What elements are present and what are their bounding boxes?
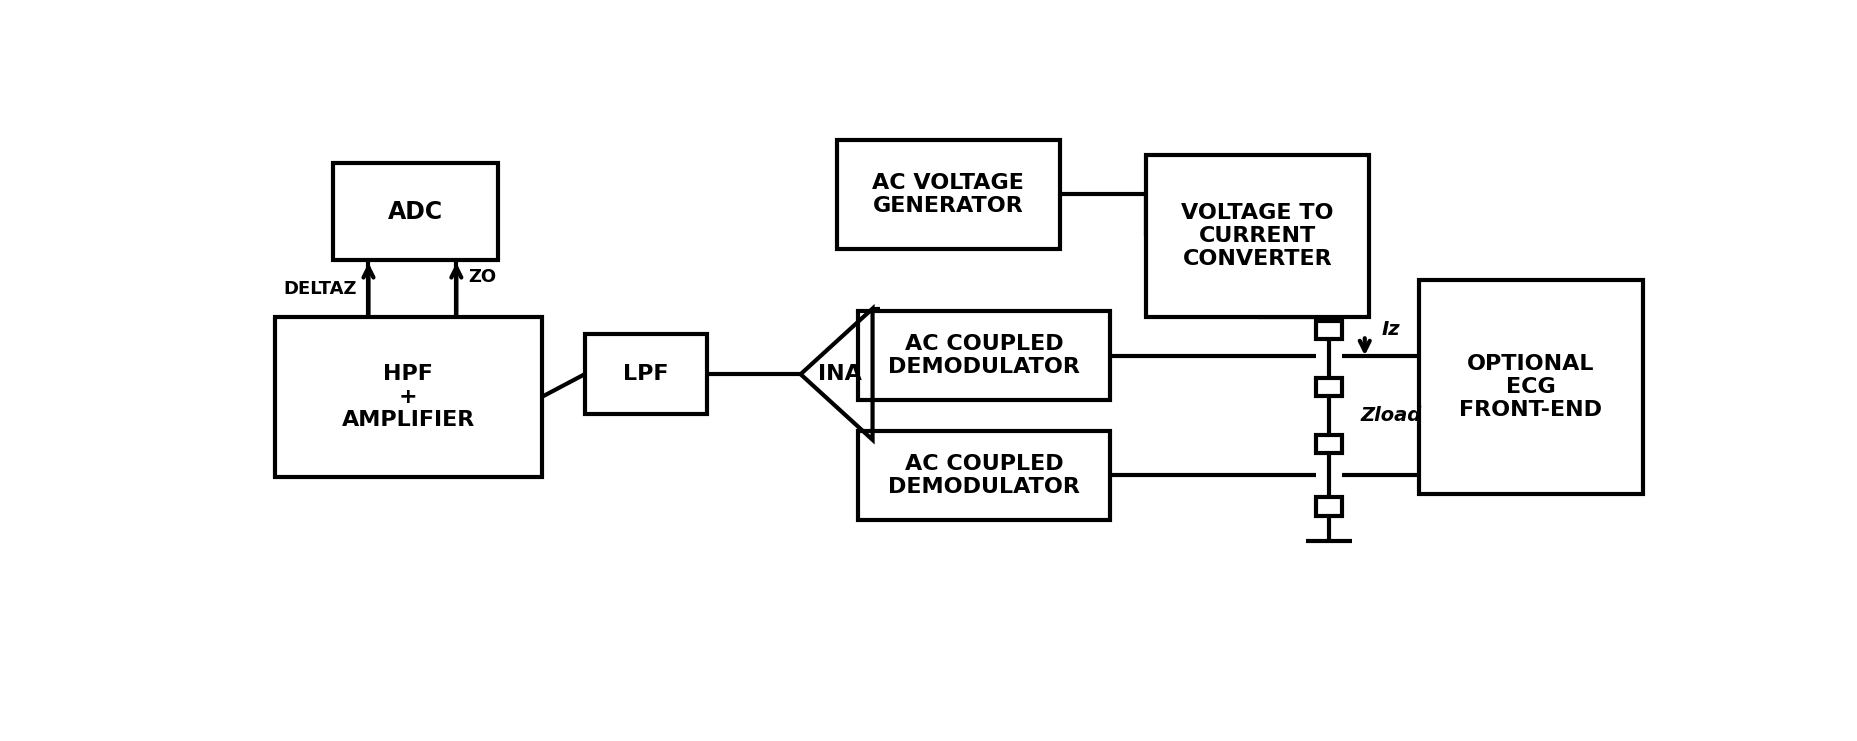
FancyBboxPatch shape	[1146, 155, 1369, 317]
Text: INA: INA	[819, 365, 862, 384]
FancyBboxPatch shape	[1317, 435, 1343, 453]
FancyBboxPatch shape	[836, 140, 1060, 249]
Text: AC VOLTAGE
GENERATOR: AC VOLTAGE GENERATOR	[873, 173, 1023, 216]
Text: Zload: Zload	[1361, 406, 1422, 425]
FancyBboxPatch shape	[858, 431, 1110, 519]
Text: OPTIONAL
ECG
FRONT-END: OPTIONAL ECG FRONT-END	[1460, 354, 1603, 420]
Text: VOLTAGE TO
CURRENT
CONVERTER: VOLTAGE TO CURRENT CONVERTER	[1181, 202, 1333, 269]
FancyBboxPatch shape	[332, 163, 498, 260]
FancyBboxPatch shape	[1317, 321, 1343, 339]
FancyBboxPatch shape	[1317, 497, 1343, 516]
Text: LPF: LPF	[624, 365, 669, 384]
Text: Iz: Iz	[1382, 320, 1400, 339]
FancyBboxPatch shape	[1317, 378, 1343, 396]
FancyBboxPatch shape	[858, 311, 1110, 400]
Text: DELTAZ: DELTAZ	[284, 279, 357, 298]
FancyBboxPatch shape	[275, 317, 542, 477]
FancyBboxPatch shape	[1419, 280, 1642, 494]
Text: AC COUPLED
DEMODULATOR: AC COUPLED DEMODULATOR	[888, 334, 1081, 377]
Text: ADC: ADC	[388, 199, 444, 224]
Text: AC COUPLED
DEMODULATOR: AC COUPLED DEMODULATOR	[888, 454, 1081, 497]
Text: ZO: ZO	[468, 268, 496, 286]
FancyBboxPatch shape	[585, 334, 708, 414]
Text: HPF
+
AMPLIFIER: HPF + AMPLIFIER	[342, 364, 475, 431]
